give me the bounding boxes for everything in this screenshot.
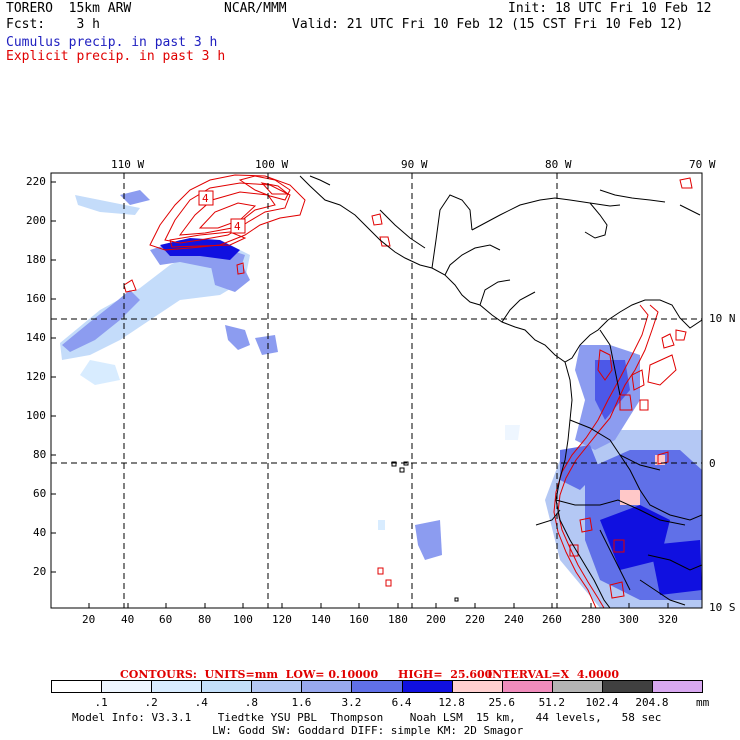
contours-units: CONTOURS: UNITS=mm LOW= 0.10000 bbox=[120, 668, 379, 681]
colorbar-swatch bbox=[501, 680, 553, 693]
x-tick: 260 bbox=[542, 613, 562, 626]
colorbar-label: .1 bbox=[94, 696, 108, 709]
x-tick: 100 bbox=[233, 613, 253, 626]
x-tick: 280 bbox=[581, 613, 601, 626]
lon-label-100w: 100 W bbox=[255, 158, 289, 171]
x-tick: 140 bbox=[311, 613, 331, 626]
colorbar-label: 25.6 bbox=[488, 696, 515, 709]
colorbar-label: 3.2 bbox=[341, 696, 362, 709]
lon-label-70w: 70 W bbox=[689, 158, 716, 171]
x-tick: 220 bbox=[465, 613, 485, 626]
contours-high: HIGH= 25.600 bbox=[398, 668, 493, 681]
x-tick: 120 bbox=[272, 613, 292, 626]
y-tick: 40 bbox=[33, 526, 47, 539]
colorbar-label: 204.8 bbox=[635, 696, 669, 709]
lat-label-10s: 10 S bbox=[709, 601, 736, 614]
physics-info: LW: Godd SW: Goddard DIFF: simple KM: 2D… bbox=[212, 724, 524, 737]
colorbar-label: .4 bbox=[194, 696, 208, 709]
lat-label-10n: 10 N bbox=[709, 312, 736, 325]
lon-label-80w: 80 W bbox=[545, 158, 572, 171]
colorbar-label: 102.4 bbox=[585, 696, 619, 709]
colorbar-label: 6.4 bbox=[391, 696, 412, 709]
colorbar-swatch bbox=[551, 680, 603, 693]
colorbar-swatch bbox=[101, 680, 153, 693]
y-tick: 80 bbox=[33, 448, 47, 461]
y-tick: 180 bbox=[26, 253, 46, 266]
x-tick: 40 bbox=[121, 613, 135, 626]
map-frame bbox=[50, 172, 703, 609]
valid-time: Valid: 21 UTC Fri 10 Feb 12 (15 CST Fri … bbox=[292, 17, 684, 32]
colorbar-label: .2 bbox=[144, 696, 158, 709]
org-title: NCAR/MMM bbox=[224, 1, 287, 16]
colorbar-swatch bbox=[151, 680, 203, 693]
y-tick: 220 bbox=[26, 175, 46, 188]
y-tick: 20 bbox=[33, 565, 47, 578]
coastlines bbox=[299, 175, 702, 608]
y-tick: 160 bbox=[26, 292, 46, 305]
colorbar-swatch bbox=[301, 680, 353, 693]
contours-interval: INTERVAL=X 4.0000 bbox=[487, 668, 619, 681]
y-tick: 120 bbox=[26, 370, 46, 383]
x-tick: 20 bbox=[82, 613, 96, 626]
x-tick: 320 bbox=[658, 613, 678, 626]
colorbar-swatch bbox=[51, 680, 103, 693]
x-tick: 240 bbox=[504, 613, 524, 626]
colorbar-swatch bbox=[351, 680, 403, 693]
contour-labels: 4 4 bbox=[198, 190, 246, 234]
x-tick: 200 bbox=[426, 613, 446, 626]
colorbar-swatch bbox=[651, 680, 703, 693]
lon-label-90w: 90 W bbox=[401, 158, 428, 171]
explicit-precip-contours bbox=[123, 174, 693, 608]
y-tick: 140 bbox=[26, 331, 46, 344]
x-tick: 160 bbox=[349, 613, 369, 626]
colorbar-label: 12.8 bbox=[438, 696, 465, 709]
tick-marks bbox=[51, 181, 669, 608]
colorbar-swatch bbox=[601, 680, 653, 693]
colorbar-swatch bbox=[401, 680, 453, 693]
colorbar-swatch bbox=[451, 680, 503, 693]
cumulus-legend: Cumulus precip. in past 3 h bbox=[6, 35, 218, 50]
x-tick: 300 bbox=[619, 613, 639, 626]
x-tick: 180 bbox=[388, 613, 408, 626]
colorbar-swatch bbox=[251, 680, 303, 693]
model-title: TORERO 15km ARW bbox=[6, 1, 132, 16]
graticule bbox=[51, 173, 702, 608]
explicit-legend: Explicit precip. in past 3 h bbox=[6, 49, 226, 64]
lon-label-110w: 110 W bbox=[111, 158, 145, 171]
colorbar-swatch bbox=[201, 680, 253, 693]
colorbar-unit: mm bbox=[696, 696, 710, 709]
y-tick: 100 bbox=[26, 409, 46, 422]
contour-label-1: 4 bbox=[202, 192, 209, 205]
init-time: Init: 18 UTC Fri 10 Feb 12 bbox=[508, 1, 712, 16]
colorbar-label: .8 bbox=[244, 696, 258, 709]
colorbar-label: 1.6 bbox=[291, 696, 312, 709]
cumulus-precip-areas bbox=[60, 190, 702, 608]
x-tick: 80 bbox=[198, 613, 212, 626]
y-tick: 60 bbox=[33, 487, 47, 500]
forecast-hour: Fcst: 3 h bbox=[6, 17, 100, 32]
colorbar-label: 51.2 bbox=[538, 696, 566, 709]
x-tick: 60 bbox=[159, 613, 173, 626]
contour-label-2: 4 bbox=[234, 220, 241, 233]
lat-label-0: 0 bbox=[709, 457, 716, 470]
y-tick: 200 bbox=[26, 214, 46, 227]
model-info: Model Info: V3.3.1 Tiedtke YSU PBL Thomp… bbox=[72, 711, 662, 724]
